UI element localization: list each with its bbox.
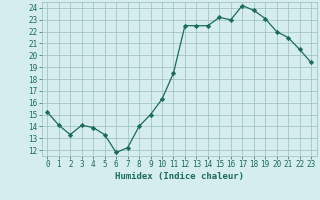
X-axis label: Humidex (Indice chaleur): Humidex (Indice chaleur) [115,172,244,181]
